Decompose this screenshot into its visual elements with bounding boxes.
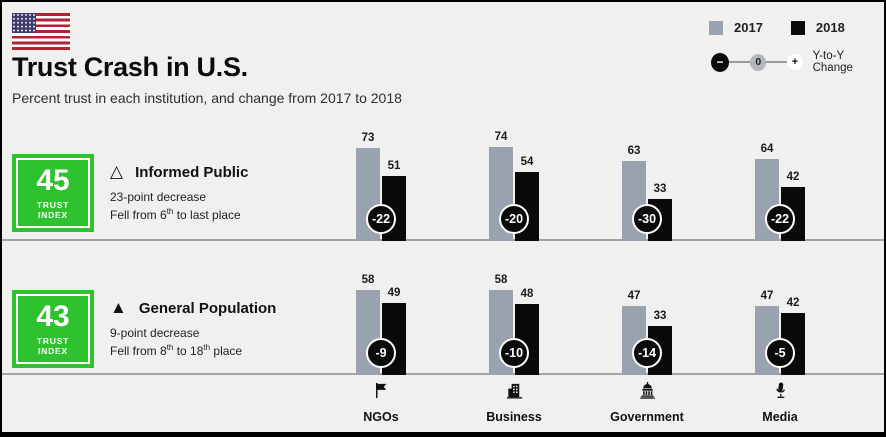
category-label: Government — [610, 410, 684, 424]
bar-value-2017: 64 — [760, 143, 774, 155]
trust-index-box-informed: 45 TRUST INDEX — [12, 154, 94, 232]
row-desc-line1: 9-point decrease — [110, 326, 200, 340]
slider-track — [766, 61, 788, 63]
category-government: Government — [587, 381, 707, 424]
zero-circle-icon: 0 — [750, 53, 767, 71]
triangle-filled-icon: ▲ — [110, 298, 127, 317]
change-badge: -30 — [632, 204, 662, 234]
change-badge: -9 — [366, 338, 396, 368]
row-info-informed: △ Informed Public 23-point decrease Fell… — [110, 162, 248, 222]
change-badge: -14 — [632, 338, 662, 368]
bar-value-2017: 74 — [494, 131, 508, 143]
row-head: ▲ General Population — [110, 298, 276, 318]
trust-index-caption: TRUST INDEX — [36, 200, 70, 220]
change-legend-label: Y-to-Y Change — [812, 50, 853, 74]
trust-index-value: 43 — [36, 300, 70, 333]
row-description: 9-point decrease Fell from 8th to 18th p… — [110, 326, 276, 358]
bar-value-2018: 51 — [387, 160, 401, 172]
change-legend: − 0 + Y-to-Y Change — [711, 50, 884, 74]
change-badge: -20 — [499, 204, 529, 234]
trust-index-inner: 43 TRUST INDEX — [16, 294, 90, 364]
bar-value-2017: 58 — [361, 274, 375, 286]
ngo-flag-icon — [375, 382, 386, 399]
triangle-outline-icon: △ — [110, 162, 124, 181]
row-title: General Population — [138, 299, 277, 317]
row-desc-line1: 23-point decrease — [110, 190, 207, 204]
page-subtitle: Percent trust in each institution, and c… — [12, 90, 402, 106]
change-badge: -5 — [765, 338, 795, 368]
year-legend: 2017 2018 — [709, 20, 845, 35]
us-flag-icon — [12, 13, 70, 50]
category-label: Business — [486, 410, 542, 424]
minus-circle-icon: − — [711, 52, 730, 72]
row-desc-line2: Fell from 6th to last place — [110, 206, 241, 222]
plus-circle-icon: + — [787, 54, 803, 70]
category-business: Business — [454, 381, 574, 424]
bar-value-2017: 47 — [760, 290, 774, 302]
bar-value-2018: 33 — [653, 183, 667, 195]
capitol-icon — [639, 381, 655, 399]
bar-value-2018: 42 — [786, 297, 800, 309]
bar-value-2018: 54 — [520, 156, 534, 168]
bar-value-2018: 48 — [520, 288, 534, 300]
row-head: △ Informed Public — [110, 162, 248, 182]
change-badge: -22 — [366, 204, 396, 234]
bar-value-2017: 73 — [361, 132, 375, 144]
legend-swatch-2018 — [790, 20, 805, 35]
bar-value-2018: 49 — [387, 287, 401, 299]
trust-index-inner: 45 TRUST INDEX — [16, 158, 90, 228]
category-ngos: NGOs — [321, 381, 441, 424]
row-desc-line2: Fell from 8th to 18th place — [110, 342, 243, 358]
bar-value-2017: 58 — [494, 274, 508, 286]
slider-track — [729, 61, 751, 63]
row-divider-2 — [2, 373, 884, 375]
row-title: Informed Public — [135, 163, 249, 181]
trust-index-caption: TRUST INDEX — [36, 336, 70, 356]
bar-value-2017: 63 — [627, 145, 641, 157]
bar-value-2017: 47 — [627, 290, 641, 302]
bar-value-2018: 42 — [786, 171, 800, 183]
change-badge: -22 — [765, 204, 795, 234]
category-media: Media — [720, 381, 840, 424]
bar-value-2018: 33 — [653, 310, 667, 322]
microphone-icon — [775, 382, 785, 399]
page-title: Trust Crash in U.S. — [12, 52, 248, 82]
row-divider-1 — [2, 239, 884, 241]
legend-swatch-2017 — [709, 20, 723, 35]
chart-row-general-population: 58 49 -9 58 48 -10 47 33 -14 47 42 -5 — [2, 2, 884, 432]
chart-row-informed-public: 73 51 -22 74 54 -20 63 33 -30 64 42 -22 — [2, 2, 884, 432]
trust-index-value: 45 — [36, 164, 70, 197]
category-label: Media — [762, 410, 798, 424]
row-info-general: ▲ General Population 9-point decrease Fe… — [110, 298, 276, 358]
legend-label-2018: 2018 — [815, 20, 845, 35]
change-badge: -10 — [499, 338, 529, 368]
building-icon — [506, 383, 522, 399]
trust-index-box-general: 43 TRUST INDEX — [12, 290, 94, 368]
us-flag-canton — [12, 13, 36, 33]
category-label: NGOs — [363, 410, 399, 424]
legend-label-2017: 2017 — [734, 20, 763, 35]
row-description: 23-point decrease Fell from 6th to last … — [110, 190, 248, 222]
